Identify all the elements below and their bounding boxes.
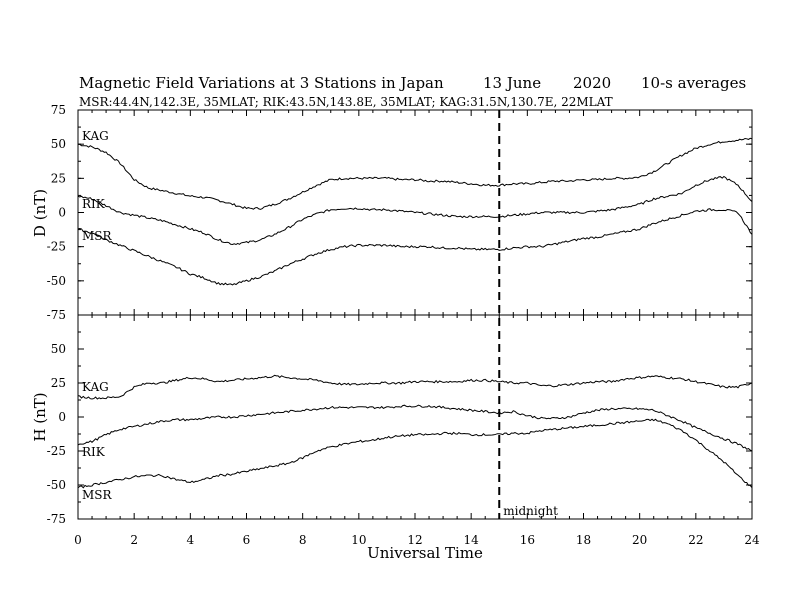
y-tick-label: -50 (47, 478, 66, 492)
y-tick-label: -75 (47, 308, 66, 322)
x-tick-label: 24 (744, 533, 760, 547)
x-tick-label: 6 (243, 533, 251, 547)
chart-date: 13 June (483, 74, 541, 92)
bottom-ylabel: H (nT) (31, 392, 49, 441)
series-label-msr: MSR (82, 229, 113, 243)
x-tick-label: 0 (74, 533, 82, 547)
x-tick-label: 16 (520, 533, 535, 547)
y-tick-label: 25 (51, 171, 66, 185)
y-tick-label: -50 (47, 274, 66, 288)
xlabel: Universal Time (367, 544, 483, 562)
x-tick-label: 14 (464, 533, 480, 547)
y-tick-label: 0 (58, 410, 66, 424)
series-rik-d (77, 175, 753, 246)
x-tick-label: 20 (632, 533, 647, 547)
x-tick-label: 10 (351, 533, 366, 547)
x-tick-label: 12 (407, 533, 422, 547)
series-kag-h (77, 374, 753, 400)
x-tick-label: 2 (130, 533, 138, 547)
y-tick-label: 50 (51, 137, 66, 151)
chart-year: 2020 (573, 74, 611, 92)
series-label-rik: RIK (82, 445, 106, 459)
chart-title: Magnetic Field Variations at 3 Stations … (79, 74, 444, 92)
series-msr-h (77, 418, 753, 489)
series-label-msr: MSR (82, 488, 113, 502)
series-kag-d (77, 137, 753, 210)
x-tick-label: 18 (576, 533, 591, 547)
series-label-kag: KAG (82, 380, 109, 394)
chart-averaging: 10-s averages (641, 74, 746, 92)
x-tick-label: 4 (187, 533, 195, 547)
station-coordinates: MSR:44.4N,142.3E, 35MLAT; RIK:43.5N,143.… (79, 95, 613, 109)
series-label-kag: KAG (82, 129, 109, 143)
series-msr-d (77, 208, 753, 286)
y-tick-label: -25 (47, 444, 66, 458)
midnight-label: midnight (503, 504, 558, 518)
top-ylabel: D (nT) (31, 189, 49, 237)
data-series: KAG RIK MSR KAG RIK MSR (77, 129, 753, 502)
x-tick-label: 22 (688, 533, 703, 547)
y-tick-label: -25 (47, 240, 66, 254)
series-label-rik: RIK (82, 197, 106, 211)
y-tick-label: 50 (51, 342, 66, 356)
series-rik-h (77, 404, 753, 452)
y-tick-label: 75 (51, 103, 66, 117)
x-tick-label: 8 (299, 533, 307, 547)
y-tick-label: 25 (51, 376, 66, 390)
y-tick-label: 0 (58, 206, 66, 220)
y-tick-label: -75 (47, 512, 66, 526)
